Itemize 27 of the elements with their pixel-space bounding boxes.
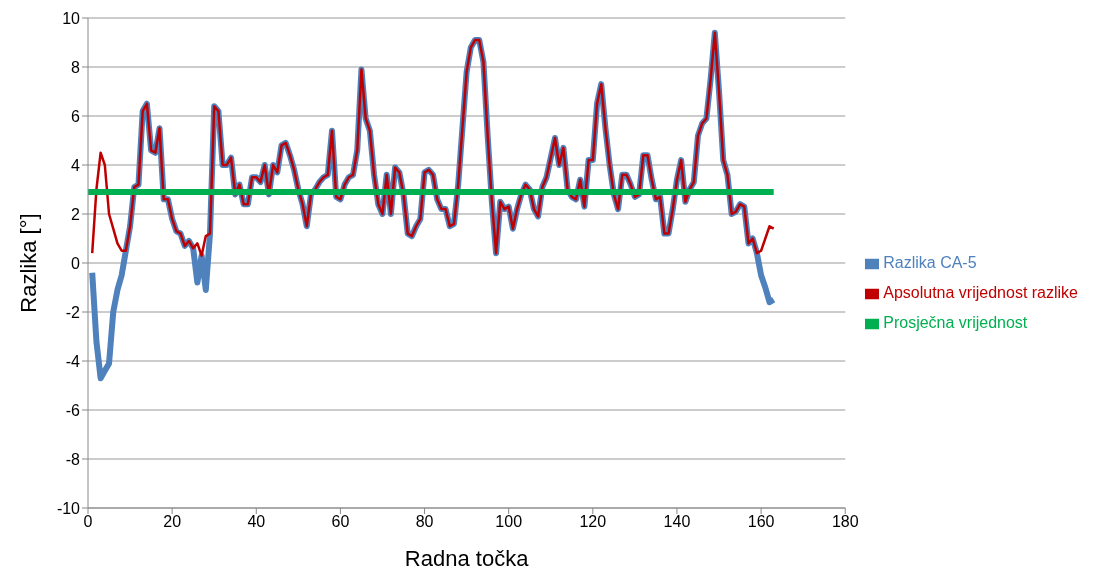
legend-label: Prosječna vrijednost xyxy=(883,314,1028,331)
legend-label: Razlika CA-5 xyxy=(883,254,977,271)
y-tick-label: 10 xyxy=(62,9,81,27)
x-tick-label: 40 xyxy=(247,513,266,531)
y-tick-label: 4 xyxy=(71,156,81,174)
x-tick-label: 100 xyxy=(495,513,523,531)
y-tick-label: -4 xyxy=(65,352,81,370)
x-tick-label: 60 xyxy=(331,513,350,531)
line-series xyxy=(90,31,775,257)
x-tick-label: 120 xyxy=(579,513,607,531)
y-tick-label: 6 xyxy=(71,107,81,125)
x-tick-label: 80 xyxy=(415,513,434,531)
y-tick-label: -8 xyxy=(65,450,81,468)
x-tick-label: 140 xyxy=(663,513,691,531)
y-tick-label: -2 xyxy=(65,303,81,321)
y-axis-title: Razlika [°] xyxy=(15,213,41,313)
y-tick-label: -10 xyxy=(56,499,81,517)
y-tick-label: -6 xyxy=(65,401,81,419)
x-tick-label: 20 xyxy=(163,513,182,531)
x-axis-title: Radna točka xyxy=(404,546,530,571)
y-tick-label: 2 xyxy=(71,205,81,223)
y-tick-label: 8 xyxy=(71,58,81,76)
legend-label: Apsolutna vrijednost razlike xyxy=(883,284,1078,301)
x-tick-label: 0 xyxy=(83,513,93,531)
x-tick-label: 180 xyxy=(831,513,859,531)
x-tick-label: 160 xyxy=(747,513,775,531)
y-tick-label: 0 xyxy=(71,254,81,272)
